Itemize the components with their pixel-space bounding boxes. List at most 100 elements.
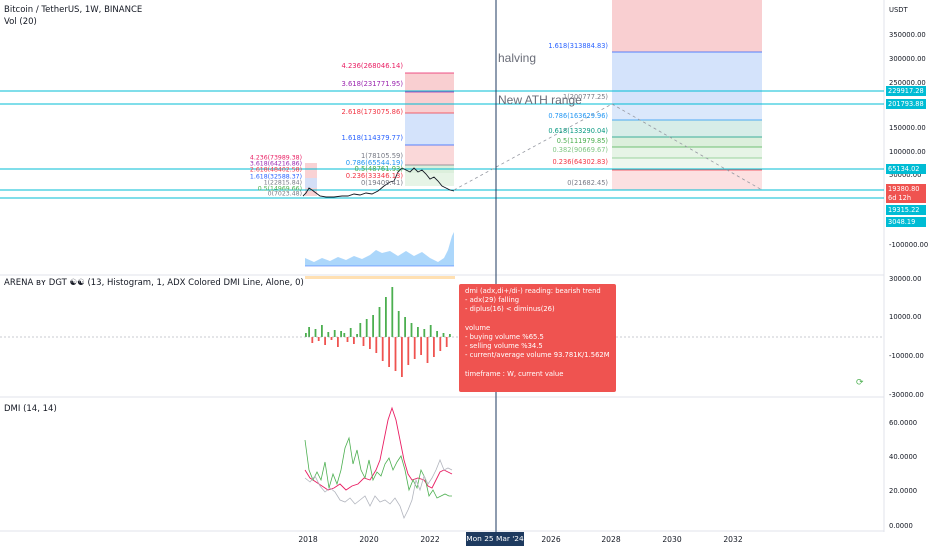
tooltip-line: - adx(29) falling [465,296,520,305]
fib-level-label: 0.5(14969.66) [257,185,302,193]
dmi-plus-line[interactable] [304,436,452,499]
price-line[interactable] [302,167,455,198]
fib-mid-zones [405,72,454,186]
arena-tick-label: -10000.00 [889,352,924,360]
fib-level-label: 1.618(32588.37) [249,173,302,181]
arena-bar [433,337,435,357]
fib-level-label: 0(7023.48) [267,190,302,198]
dmi-tick-label: 20.0000 [889,487,918,495]
arena-bar [317,337,320,341]
arena-bar [327,332,330,337]
fib-level-label: 3.618(64216.86) [249,160,302,168]
arena-bar [333,330,336,337]
settings-cycle-icon[interactable]: ⟳ [856,378,864,388]
projection-dashed-down[interactable] [611,103,763,191]
fib-level-label: 1(22815.84) [263,179,302,187]
tooltip-line: volume [465,323,491,332]
time-tick-label: 2028 [601,535,621,544]
arena-bar [362,337,365,346]
annotation-halving[interactable]: halving [498,51,536,65]
fib-level-label: 2.618(173075.86) [341,108,403,116]
price-badge: 6d 12h [886,193,926,203]
arena-bar [330,337,333,340]
fib-level-label: 1.618(313884.83) [548,42,608,50]
tooltip-line: - selling volume %34.5 [465,342,543,351]
price-badge: 19380.80 [886,184,926,194]
arena-bar [308,327,310,337]
arena-bar [356,334,358,337]
price-tick-label: 250000.00 [889,79,926,87]
time-tick-label: 2022 [420,535,440,544]
fib-level-label: 0.5(111979.85) [556,137,608,145]
time-tick-label: 2018 [298,535,318,544]
fib-level-label: 0(19409.41) [360,179,403,187]
arena-bar [420,337,422,355]
crosshair-date-label: Mon 25 Mar '24 [466,532,524,546]
fib-level-label: 0(21682.45) [567,179,608,187]
arena-bar [305,333,307,337]
currency-label: USDT [889,6,908,14]
arena-bar [369,337,371,349]
price-tick-label: 150000.00 [889,124,926,132]
arena-bar [394,337,397,371]
time-tick-label: 2032 [723,535,743,544]
price-tick-label: 50000.00 [889,171,922,179]
arena-bar [372,315,374,337]
dmi-tick-label: 60.0000 [889,419,918,427]
dmi-minus-line[interactable] [304,458,453,520]
arena-bar [359,323,362,337]
arena-bar [378,307,381,337]
arena-bar [410,323,413,337]
tooltip-line: dmi (adx,di+/di-) reading: bearish trend [465,287,601,295]
fib-level-label: 1(78105.59) [360,152,403,160]
price-tick-label: 350000.00 [889,31,926,39]
symbol-title[interactable]: Bitcoin / TetherUS, 1W, BINANCE [4,5,143,15]
arena-indicator-label[interactable]: ARENA ʙʏ DGT ☯☯ (13, Histogram, 1, ADX C… [4,278,304,288]
arena-bar [365,319,368,337]
arena-bar [353,337,355,344]
arena-bar [423,329,426,337]
price-tick-label: -100000.00 [889,241,929,249]
fib-level-label: 4.236(73989.38) [249,154,302,162]
arena-bar [340,331,342,337]
price-tick-label: 300000.00 [889,55,926,63]
arena-bar [349,328,352,337]
price-badge: 65134.02 [886,164,926,174]
fib-level-label: 0.786(163629.96) [548,112,608,120]
tooltip-line [465,315,610,324]
arena-tooltip: dmi (adx,di+/di-) reading: bearish trend… [459,284,616,392]
tooltip-line [465,361,610,370]
fib-level-label: 0.786(65544.19) [345,159,403,167]
time-tick-label: 2020 [359,535,379,544]
dmi-tick-label: 0.0000 [889,522,913,530]
fib-level-label: 0.236(33346.13) [345,172,403,180]
annotation-new-ath[interactable]: New ATH range [498,93,582,107]
arena-bar [346,337,349,342]
price-badge: 19315.22 [886,205,926,215]
dmi-indicator-label[interactable]: DMI (14, 14) [4,404,57,414]
fib-level-label: 0.382(90669.67) [552,146,608,154]
arena-strip [305,276,455,279]
time-tick-label: 2030 [662,535,682,544]
arena-bar [401,337,403,377]
arena-bar [404,317,406,337]
price-badge: 229917.28 [886,86,926,96]
arena-bar [413,337,416,359]
dmi-adx-line[interactable] [304,406,453,491]
fib-level-label: 0.236(64302.83) [552,158,608,166]
arena-bar [391,287,394,337]
volume-area [305,232,454,266]
arena-bar [324,337,326,345]
volume-indicator-label[interactable]: Vol (20) [4,17,37,27]
fib-level-label: 2.618(48402.58) [249,166,302,174]
arena-histogram[interactable] [305,287,451,377]
arena-bar [397,311,400,337]
arena-tick-label: 10000.00 [889,313,922,321]
arena-bar [439,337,442,351]
cyan-horizontal-lines[interactable] [0,90,884,199]
price-badge: 201793.88 [886,99,926,109]
arena-bar [417,327,419,337]
arena-bar [436,331,438,337]
arena-bar [426,337,429,363]
